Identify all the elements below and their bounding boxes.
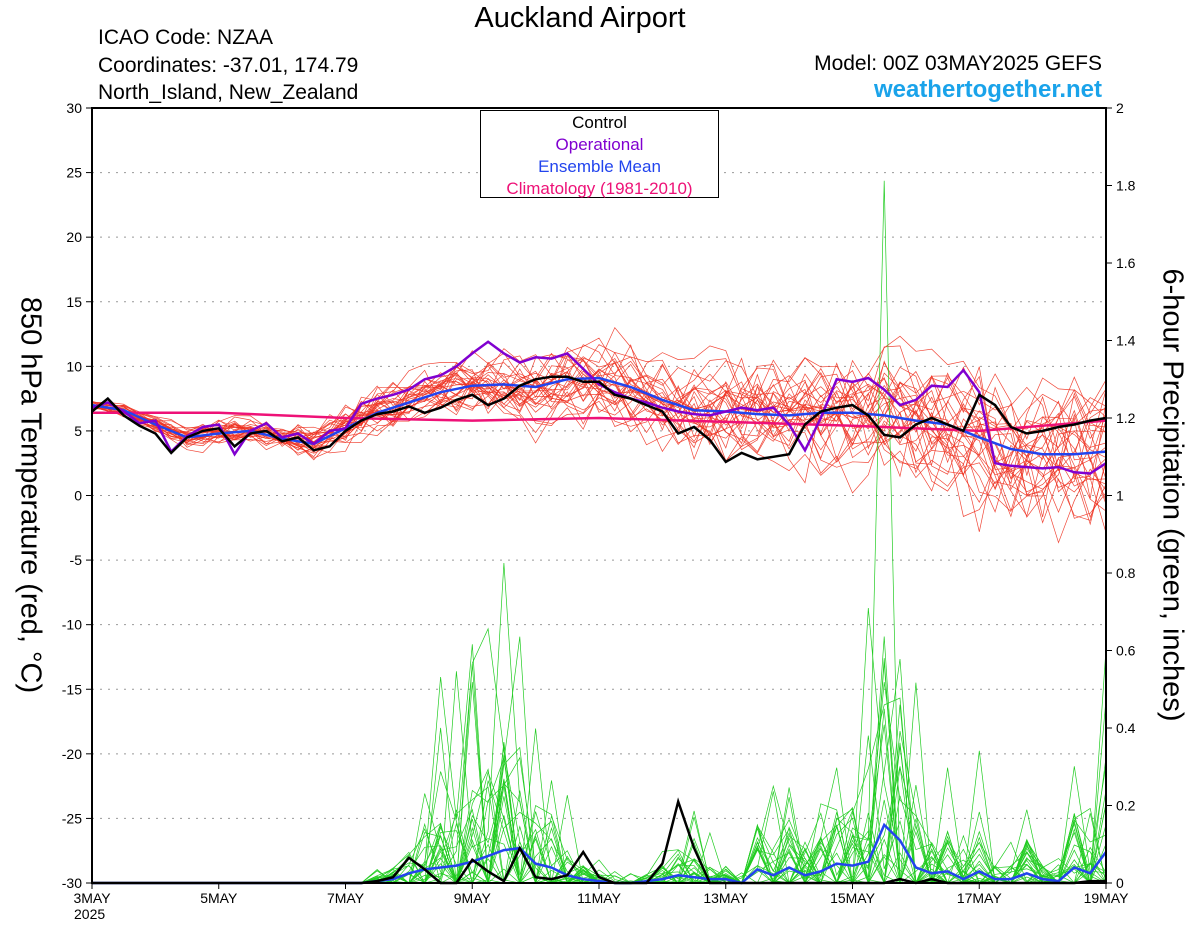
temperature-member-line (91, 376, 1107, 512)
precip-member-line (92, 766, 1107, 885)
control-temperature-line (91, 375, 1107, 464)
x-tick-label: 9MAY (454, 890, 492, 906)
x-tick-label: 5MAY (200, 890, 238, 906)
temperature-member-line (91, 362, 1107, 502)
x-tick-label: 15MAY (830, 890, 876, 906)
temperature-members (91, 326, 1107, 544)
x-axis-year: 2025 (74, 906, 106, 922)
y-tick-label-left: -25 (62, 810, 82, 826)
y-tick-label-left: 5 (74, 423, 82, 439)
coordinates: Coordinates: -37.01, 174.79 (98, 54, 359, 77)
legend-item-control: Control (572, 113, 627, 132)
precip-member-line (92, 786, 1106, 884)
x-tick-label: 3MAY (73, 890, 111, 906)
y-tick-label-right: 1.4 (1116, 333, 1136, 349)
y-tick-label-left: 10 (66, 358, 82, 374)
precip-member-line (92, 767, 1107, 885)
ensemble-mean-temperature-line (91, 376, 1107, 456)
y-tick-label-left: 30 (66, 100, 82, 116)
y-tick-label-right: 2 (1116, 100, 1124, 116)
temperature-member-line (91, 356, 1107, 518)
precip-members (92, 180, 1107, 885)
x-ticks: 3MAY 5MAY 7MAY 9MAY 11MAY 13MAY 15MAY 17MAY 19MA… (73, 883, 1129, 906)
precip-member-line (92, 780, 1107, 885)
y-tick-label-right: 1 (1116, 488, 1124, 504)
temperature-member-line (91, 362, 1107, 476)
precip-member-line (92, 735, 1106, 884)
precip-member-line (92, 607, 1106, 884)
grid (92, 172, 1106, 819)
precip-member-line (92, 658, 1107, 885)
y-tick-label-right: 1.8 (1116, 178, 1136, 194)
y-tick-label-right: 0.8 (1116, 565, 1136, 581)
legend: Control Operational Ensemble Mean Climat… (480, 110, 719, 198)
y-tick-label-left: 25 (66, 165, 82, 181)
y-tick-label-left: -15 (62, 681, 82, 697)
precip-member-line (92, 780, 1107, 884)
precip-member-line (92, 180, 1107, 885)
y-axis-label-right: 6-hour Precipitation (green, inches) (1156, 268, 1189, 722)
precip-member-line (92, 779, 1107, 884)
temperature-member-line (91, 344, 1107, 526)
operational-temperature-line (91, 340, 1107, 475)
y-tick-label-left: 0 (74, 488, 82, 504)
precip-member-line (92, 627, 1106, 884)
y-tick-label-right: 0 (1116, 875, 1124, 891)
y-tick-label-left: -5 (70, 552, 83, 568)
region: North_Island, New_Zealand (98, 81, 359, 104)
y-axis-label-left: 850 hPa Temperature (red, °C) (14, 296, 47, 694)
chart-title: Auckland Airport (474, 2, 686, 34)
legend-item-climatology: Climatology (1981-2010) (506, 179, 693, 198)
temperature-member-line (91, 344, 1107, 512)
precip-member-line (92, 771, 1107, 884)
y-tick-label-left: -10 (62, 617, 82, 633)
y-tick-label-right: 0.4 (1116, 720, 1136, 736)
x-tick-label: 19MAY (1084, 890, 1130, 906)
y-tick-label-right: 1.6 (1116, 255, 1136, 271)
model-run: Model: 00Z 03MAY2025 GEFS (814, 52, 1102, 75)
precip-member-line (92, 648, 1107, 885)
y-tick-label-left: 20 (66, 229, 82, 245)
legend-item-ensemble-mean: Ensemble Mean (538, 157, 661, 176)
y-tick-label-left: 15 (66, 294, 82, 310)
site-name: weathertogether.net (873, 76, 1102, 103)
y-ticks-right: 2 1.8 1.6 1.4 1.2 1 0.8 0.6 0.4 0.2 0 (1106, 100, 1136, 891)
precip-member-line (92, 562, 1106, 884)
y-tick-label-left: -30 (62, 875, 82, 891)
y-tick-label-right: 1.2 (1116, 410, 1136, 426)
x-tick-label: 17MAY (957, 890, 1003, 906)
precip-member-line (92, 644, 1106, 884)
y-tick-label-left: -20 (62, 746, 82, 762)
x-tick-label: 13MAY (703, 890, 749, 906)
x-tick-label: 11MAY (577, 890, 621, 906)
precip-member-line (92, 636, 1106, 885)
precip-member-line (92, 704, 1107, 884)
temperature-member-line (91, 354, 1107, 518)
legend-item-operational: Operational (555, 135, 644, 154)
temperature-member-line (91, 381, 1107, 517)
y-tick-label-right: 0.2 (1116, 798, 1136, 814)
temperature-member-line (91, 356, 1107, 514)
x-tick-label: 7MAY (327, 890, 365, 906)
climatology-line (92, 411, 1107, 433)
precip-member-line (92, 658, 1107, 884)
y-tick-label-right: 0.6 (1116, 643, 1136, 659)
y-ticks-left: 30 25 20 15 10 5 0 -5 -10 -15 -20 -25 -30 (62, 100, 92, 891)
icao-code: ICAO Code: NZAA (98, 26, 274, 49)
temperature-member-line (91, 350, 1107, 493)
